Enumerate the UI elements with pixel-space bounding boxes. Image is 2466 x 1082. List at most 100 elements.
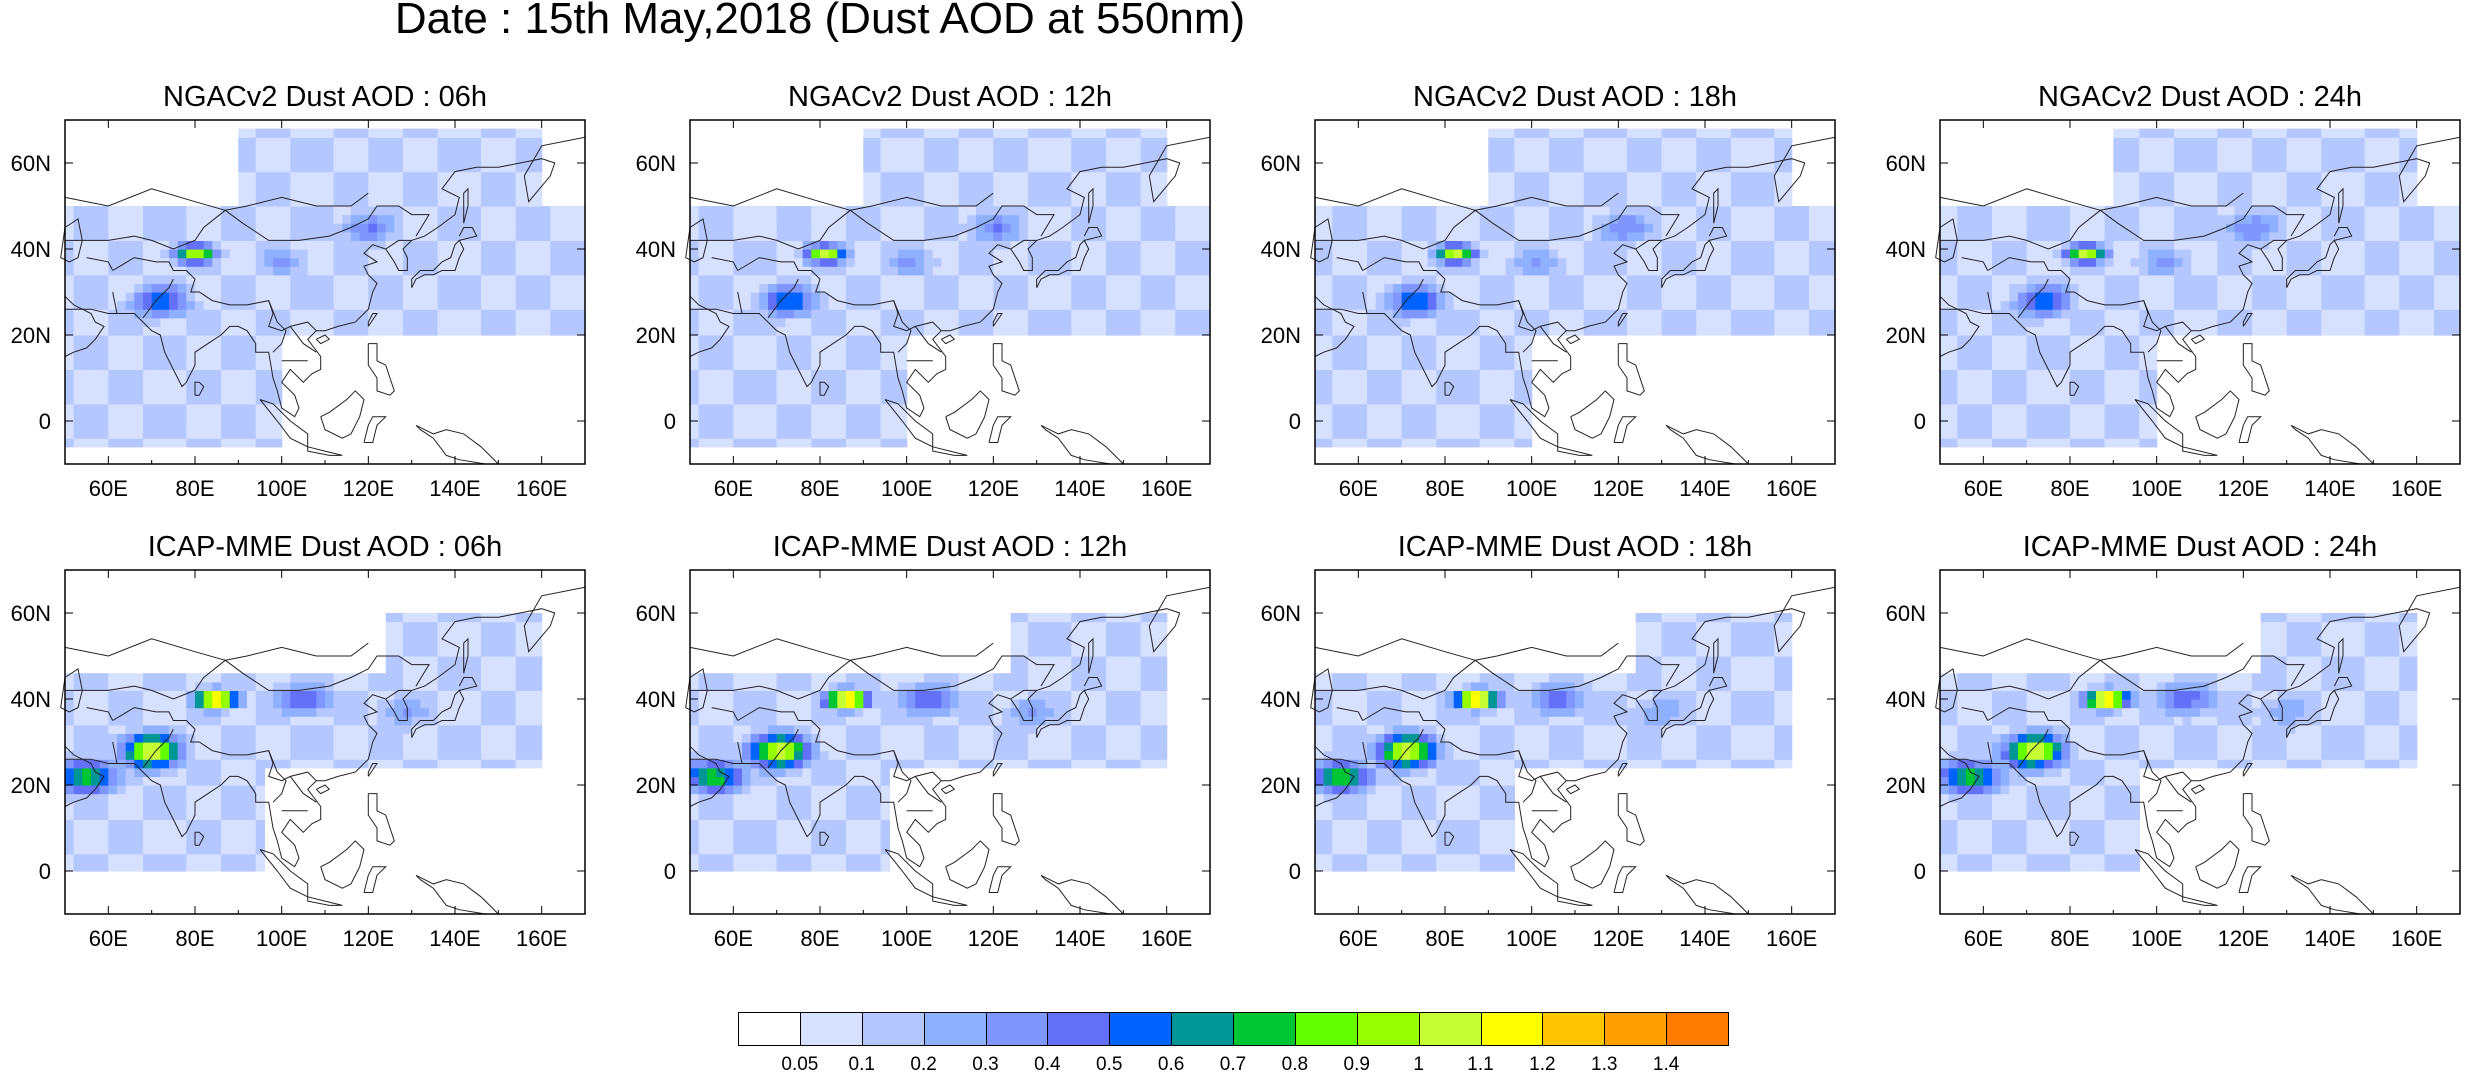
colorbar-label: 1	[1413, 1054, 1424, 1076]
y-tick-label: 40N	[11, 687, 51, 712]
x-tick-label: 60E	[89, 926, 128, 951]
y-tick-label: 0	[664, 409, 676, 434]
x-tick-label: 120E	[968, 926, 1019, 951]
x-tick-label: 100E	[2131, 926, 2182, 951]
x-tick-label: 160E	[2391, 476, 2442, 501]
aod-field	[1315, 129, 1836, 448]
y-tick-label: 20N	[1261, 323, 1301, 348]
y-tick-label: 40N	[11, 237, 51, 262]
x-tick-label: 160E	[516, 476, 567, 501]
y-tick-label: 0	[1914, 409, 1926, 434]
aod-field	[1940, 613, 2417, 872]
x-tick-label: 120E	[2218, 476, 2269, 501]
x-tick-label: 60E	[1339, 476, 1378, 501]
x-tick-label: 160E	[1141, 476, 1192, 501]
x-tick-label: 140E	[1054, 926, 1105, 951]
x-tick-label: 60E	[714, 476, 753, 501]
x-tick-label: 80E	[1425, 476, 1464, 501]
y-tick-label: 20N	[636, 323, 676, 348]
colorbar-box	[1542, 1012, 1605, 1046]
y-tick-label: 60N	[1886, 601, 1926, 626]
x-tick-label: 120E	[1593, 926, 1644, 951]
x-tick-label: 120E	[1593, 476, 1644, 501]
x-tick-label: 140E	[429, 476, 480, 501]
x-tick-label: 120E	[968, 476, 1019, 501]
colorbar-label: 1.4	[1653, 1054, 1679, 1076]
y-tick-label: 40N	[636, 687, 676, 712]
colorbar-box	[1109, 1012, 1172, 1046]
colorbar-label: 0.6	[1158, 1054, 1184, 1076]
y-tick-label: 60N	[1886, 151, 1926, 176]
aod-field	[65, 613, 542, 872]
colorbar-box	[862, 1012, 925, 1046]
colorbar-label: 1.2	[1529, 1054, 1555, 1076]
aod-field	[1940, 129, 2461, 448]
panel-title: NGACv2 Dust AOD : 18h	[1315, 80, 1835, 114]
colorbar-box	[1666, 1012, 1729, 1046]
x-tick-label: 100E	[2131, 476, 2182, 501]
x-tick-label: 100E	[881, 476, 932, 501]
y-tick-label: 0	[1914, 859, 1926, 884]
x-tick-label: 60E	[1964, 926, 2003, 951]
x-tick-label: 60E	[1339, 926, 1378, 951]
y-tick-label: 40N	[636, 237, 676, 262]
x-tick-label: 80E	[800, 926, 839, 951]
x-tick-label: 80E	[800, 476, 839, 501]
panel-title: ICAP-MME Dust AOD : 12h	[690, 530, 1210, 564]
x-tick-label: 140E	[429, 926, 480, 951]
aod-field	[65, 129, 586, 448]
x-tick-label: 120E	[343, 476, 394, 501]
y-tick-label: 0	[39, 859, 51, 884]
y-tick-label: 0	[1289, 409, 1301, 434]
colorbar-box	[1419, 1012, 1482, 1046]
x-tick-label: 140E	[1054, 476, 1105, 501]
y-tick-label: 0	[664, 859, 676, 884]
x-tick-label: 140E	[2304, 476, 2355, 501]
panel-title: ICAP-MME Dust AOD : 24h	[1940, 530, 2460, 564]
colorbar-box	[1171, 1012, 1234, 1046]
figure-title: Date : 15th May,2018 (Dust AOD at 550nm)	[0, 0, 1640, 44]
y-tick-label: 60N	[11, 601, 51, 626]
y-tick-label: 40N	[1261, 687, 1301, 712]
colorbar-box	[1481, 1012, 1544, 1046]
x-tick-label: 120E	[2218, 926, 2269, 951]
colorbar-label: 1.1	[1467, 1054, 1493, 1076]
x-tick-label: 60E	[89, 476, 128, 501]
colorbar-label: 0.8	[1282, 1054, 1308, 1076]
colorbar-box	[1295, 1012, 1358, 1046]
y-tick-label: 60N	[1261, 151, 1301, 176]
x-tick-label: 100E	[256, 476, 307, 501]
panel-title: NGACv2 Dust AOD : 12h	[690, 80, 1210, 114]
y-tick-label: 20N	[11, 773, 51, 798]
y-tick-label: 40N	[1261, 237, 1301, 262]
x-tick-label: 80E	[175, 926, 214, 951]
y-tick-label: 20N	[636, 773, 676, 798]
x-tick-label: 100E	[881, 926, 932, 951]
y-tick-label: 60N	[11, 151, 51, 176]
y-tick-label: 40N	[1886, 687, 1926, 712]
y-tick-label: 60N	[636, 601, 676, 626]
panel-title: ICAP-MME Dust AOD : 18h	[1315, 530, 1835, 564]
colorbar-box	[738, 1012, 801, 1046]
y-tick-label: 20N	[1886, 323, 1926, 348]
colorbar-box	[1233, 1012, 1296, 1046]
x-tick-label: 80E	[175, 476, 214, 501]
y-tick-label: 20N	[1886, 773, 1926, 798]
colorbar-box	[800, 1012, 863, 1046]
colorbar-label: 0.5	[1096, 1054, 1122, 1076]
y-tick-label: 20N	[11, 323, 51, 348]
aod-field	[1315, 613, 1792, 872]
y-tick-label: 0	[39, 409, 51, 434]
colorbar-box	[1047, 1012, 1110, 1046]
